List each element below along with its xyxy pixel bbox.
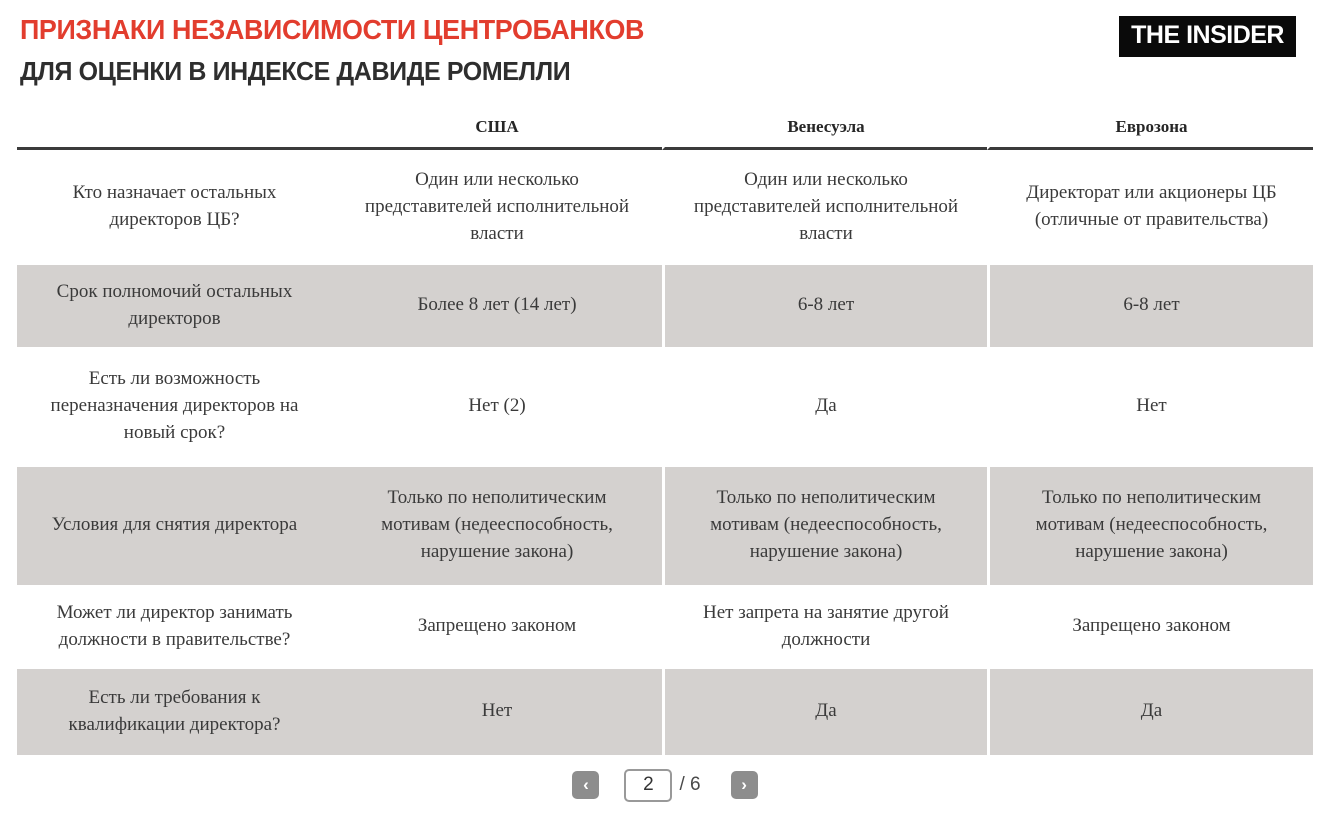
- table-row: Срок полномочий остальных директоров Бол…: [17, 264, 1313, 347]
- cell-usa: Более 8 лет (14 лет): [332, 264, 662, 347]
- cell-usa: Только по неполитическим мотивам (недеес…: [332, 466, 662, 585]
- page-total-label: / 6: [679, 774, 701, 796]
- cell-usa: Один или несколько представителей исполн…: [364, 168, 630, 244]
- cell-venezuela: 6-8 лет: [662, 264, 987, 347]
- table-row: Кто назначает остальных директоров ЦБ? О…: [17, 149, 1313, 265]
- cell-venezuela: Только по неполитическим мотивам (недеес…: [662, 466, 987, 585]
- pagination: ‹ / 6 ›: [0, 768, 1330, 802]
- column-header-empty: [17, 108, 332, 150]
- chevron-right-icon: ›: [741, 775, 747, 795]
- table-row: Есть ли возможность переназначения дирек…: [17, 346, 1313, 467]
- cell-venezuela: Нет запрета на занятие другой должности: [662, 584, 987, 669]
- column-header-eurozone: Еврозона: [987, 107, 1313, 150]
- title-block: ПРИЗНАКИ НЕЗАВИСИМОСТИ ЦЕНТРОБАНКОВ ДЛЯ …: [20, 14, 670, 86]
- cell-eurozone: Только по неполитическим мотивам (недеес…: [987, 466, 1313, 585]
- cell-eurozone: Да: [987, 668, 1313, 755]
- row-label: Может ли директор занимать должности в п…: [56, 601, 293, 650]
- page-number-input[interactable]: [624, 768, 673, 802]
- row-label: Срок полномочий остальных директоров: [17, 264, 332, 347]
- comparison-table: США Венесуэла Еврозона Кто назначает ост…: [17, 107, 1313, 755]
- the-insider-logo: THE INSIDER: [1119, 16, 1296, 57]
- chevron-left-icon: ‹: [583, 775, 589, 795]
- cell-usa: Запрещено законом: [417, 615, 577, 637]
- cell-usa: Нет (2): [468, 395, 526, 417]
- column-header-usa: США: [332, 108, 662, 150]
- cell-venezuela: Да: [662, 668, 987, 755]
- row-label: Кто назначает остальных директоров ЦБ?: [72, 182, 277, 231]
- table-row: Есть ли требования к квалификации директ…: [17, 668, 1313, 755]
- cell-venezuela: Да: [662, 346, 987, 467]
- row-label: Есть ли возможность переназначения дирек…: [50, 368, 299, 444]
- cell-venezuela: Один или несколько представителей исполн…: [662, 149, 987, 265]
- next-page-button[interactable]: ›: [730, 771, 758, 800]
- table-row: Условия для снятия директора Только по н…: [17, 466, 1313, 585]
- table-row: Может ли директор занимать должности в п…: [17, 584, 1313, 669]
- page-subtitle: ДЛЯ ОЦЕНКИ В ИНДЕКСЕ ДАВИДЕ РОМЕЛЛИ: [20, 56, 571, 87]
- page-header: ПРИЗНАКИ НЕЗАВИСИМОСТИ ЦЕНТРОБАНКОВ ДЛЯ …: [0, 0, 1330, 86]
- cell-eurozone: Нет: [987, 346, 1313, 467]
- prev-page-button[interactable]: ‹: [572, 771, 600, 800]
- column-header-venezuela: Венесуэла: [662, 107, 987, 150]
- cell-usa: Нет: [332, 668, 662, 755]
- cell-eurozone: Запрещено законом: [987, 584, 1313, 669]
- table-header-row: США Венесуэла Еврозона: [17, 107, 1313, 150]
- cell-eurozone: 6-8 лет: [987, 264, 1313, 347]
- page-title: ПРИЗНАКИ НЕЗАВИСИМОСТИ ЦЕНТРОБАНКОВ: [20, 14, 645, 45]
- row-label: Условия для снятия директора: [17, 466, 332, 585]
- cell-eurozone: Директорат или акционеры ЦБ (отличные от…: [987, 149, 1313, 265]
- row-label: Есть ли требования к квалификации директ…: [17, 668, 332, 755]
